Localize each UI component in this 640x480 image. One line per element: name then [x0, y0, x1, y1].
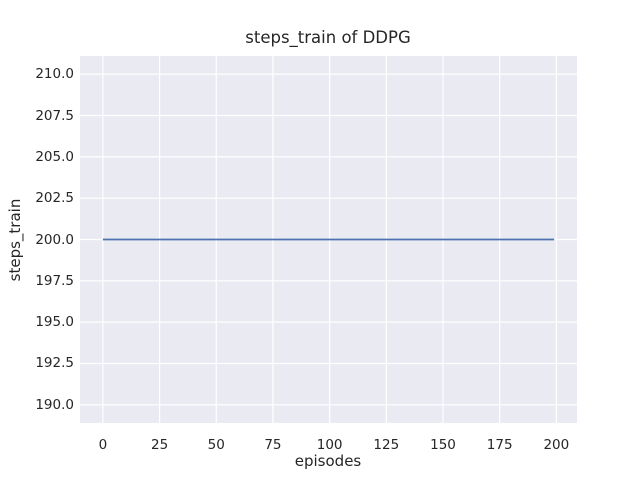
- y-tick-label: 200.0: [35, 231, 74, 248]
- y-tick-label: 190.0: [35, 396, 74, 413]
- x-tick-label: 0: [98, 437, 108, 453]
- y-axis-label: steps_train: [6, 198, 24, 282]
- x-tick-label: 75: [264, 437, 282, 453]
- y-tick-label: 202.5: [35, 190, 74, 207]
- x-tick-label: 25: [150, 437, 169, 453]
- x-tick-label: 100: [316, 437, 343, 453]
- y-tick-label: 195.0: [35, 314, 74, 331]
- chart-title: steps_train of DDPG: [245, 28, 411, 47]
- x-tick-label: 175: [486, 437, 513, 453]
- plot-area: [80, 56, 577, 423]
- x-tick-label: 125: [373, 437, 400, 453]
- y-tick-label: 197.5: [35, 272, 74, 289]
- x-tick-label: 200: [543, 437, 570, 453]
- x-tick-label: 150: [430, 437, 456, 453]
- x-tick-label: 50: [207, 437, 225, 453]
- y-tick-label: 207.5: [35, 107, 74, 124]
- y-tick-label: 192.5: [35, 355, 74, 372]
- x-axis-label: episodes: [294, 452, 362, 470]
- chart-canvas: [80, 56, 577, 423]
- y-tick-label: 205.0: [35, 148, 74, 165]
- y-tick-label: 210.0: [35, 66, 74, 83]
